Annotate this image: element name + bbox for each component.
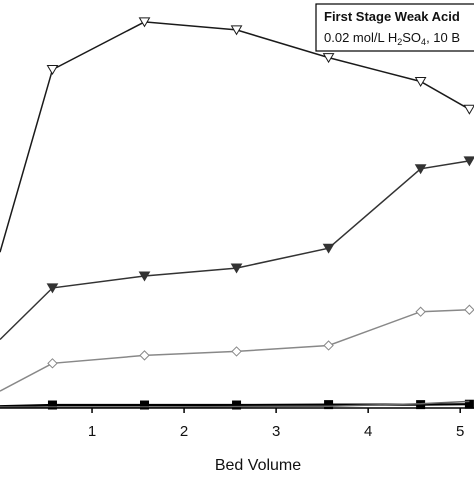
series-4-point-3 xyxy=(232,400,242,410)
series-1 xyxy=(0,17,474,253)
series-3-point-6 xyxy=(464,304,474,315)
series-4 xyxy=(0,399,474,410)
x-axis xyxy=(0,407,474,413)
x-tick-label-1: 1 xyxy=(88,423,96,440)
series-2-point-5 xyxy=(414,164,427,175)
series-4-point-2 xyxy=(140,400,150,410)
x-axis-title: Bed Volume xyxy=(215,457,301,474)
series-3-point-1 xyxy=(47,358,58,369)
series-1-point-3 xyxy=(230,25,243,36)
series-2-point-4 xyxy=(322,243,335,254)
x-tick-label-5: 5 xyxy=(456,423,464,440)
series-1-point-5 xyxy=(414,76,427,87)
series-3-point-4 xyxy=(323,340,334,351)
series-4-point-5 xyxy=(416,400,426,410)
x-tick-label-2: 2 xyxy=(180,423,188,440)
legend-subtitle-part-3: SO xyxy=(402,30,421,45)
series-5-line xyxy=(0,400,470,408)
series-3-point-2 xyxy=(139,350,150,361)
series-layer xyxy=(0,17,474,410)
series-2-point-2 xyxy=(138,271,151,282)
legend-subtitle-sub-4: 4 xyxy=(421,37,426,47)
legend-subtitle-sub-2: 2 xyxy=(397,37,402,47)
series-4-point-6 xyxy=(464,399,474,409)
series-2-point-3 xyxy=(230,263,243,274)
legend-box: First Stage Weak Acid 0.02 mol/L H2SO4, … xyxy=(315,3,474,52)
legend-subtitle-part-1: 0.02 mol/L H xyxy=(324,30,397,45)
series-1-point-6 xyxy=(463,104,474,115)
x-tick-label-3: 3 xyxy=(272,423,280,440)
series-5 xyxy=(0,400,470,408)
series-4-point-4 xyxy=(324,400,334,410)
series-4-point-1 xyxy=(47,400,57,410)
series-2-point-6 xyxy=(463,156,474,167)
legend-subtitle-part-5: , 10 B xyxy=(426,30,460,45)
legend-title: First Stage Weak Acid xyxy=(324,9,460,24)
legend-subtitle: 0.02 mol/L H2SO4, 10 B xyxy=(324,30,460,47)
series-1-point-4 xyxy=(322,53,335,64)
series-2 xyxy=(0,156,474,341)
series-2-point-1 xyxy=(46,283,59,294)
series-1-point-2 xyxy=(138,17,151,28)
series-1-line xyxy=(0,21,470,253)
legend-frame xyxy=(315,3,474,52)
series-2-line xyxy=(0,160,470,341)
x-tick-labels: 1 2 3 4 5 xyxy=(88,423,464,440)
series-3-point-5 xyxy=(415,306,426,317)
x-tick-label-4: 4 xyxy=(364,423,372,440)
series-1-point-1 xyxy=(46,65,59,76)
series-3 xyxy=(0,304,474,392)
series-3-point-3 xyxy=(231,346,242,357)
